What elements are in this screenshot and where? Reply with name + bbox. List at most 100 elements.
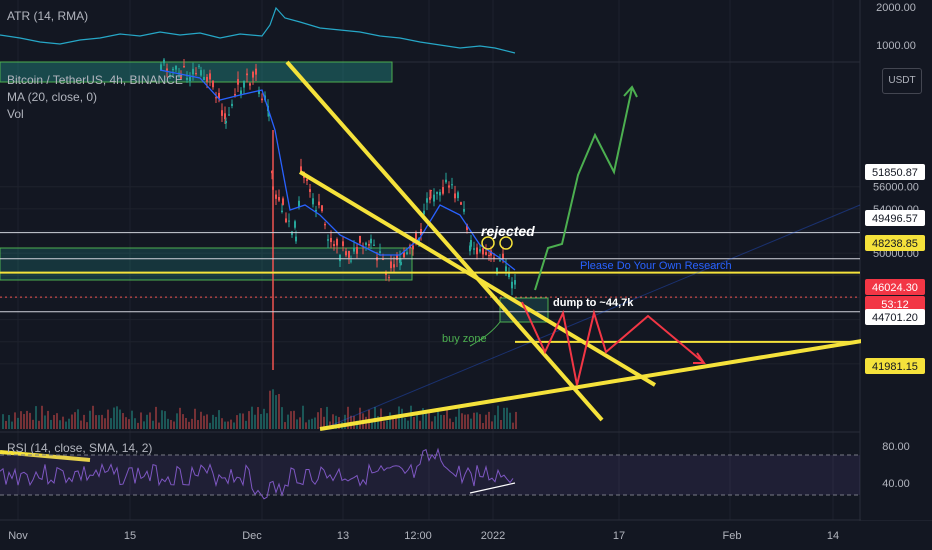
volume-bar	[383, 421, 385, 429]
volume-bar	[23, 414, 25, 429]
candle-body	[429, 197, 431, 200]
candle-body	[396, 254, 398, 261]
volume-bar	[122, 413, 124, 429]
volume-bar	[437, 409, 439, 429]
volume-bar	[98, 415, 100, 429]
symbol-legend[interactable]: Bitcoin / TetherUS, 4h, BINANCE	[7, 73, 183, 87]
volume-bar	[428, 412, 430, 429]
volume-bar	[65, 421, 67, 429]
volume-bar	[191, 418, 193, 429]
candle-body	[476, 247, 478, 255]
buy-zone-label: buy zone	[442, 333, 487, 345]
volume-bar	[512, 422, 514, 429]
rsi-line	[0, 447, 514, 500]
candle-body	[243, 80, 245, 88]
green-arrowhead	[623, 85, 638, 98]
volume-bar	[293, 410, 295, 429]
candle-body	[231, 103, 233, 106]
time-tick: 2022	[481, 530, 505, 542]
candle-body	[295, 236, 297, 242]
candle-body	[460, 202, 462, 205]
volume-bar	[257, 407, 259, 429]
candle-body	[298, 200, 300, 208]
candle-body	[406, 252, 408, 255]
volume-bar	[182, 414, 184, 429]
candle-body	[225, 121, 227, 124]
volume-bar	[179, 407, 181, 429]
price-label: 48238.85	[872, 238, 918, 250]
candle-body	[400, 262, 402, 265]
volume-bar	[176, 413, 178, 429]
candle-body	[485, 252, 487, 255]
red-arrowhead	[693, 352, 706, 364]
volume-bar	[263, 408, 265, 429]
candle-body	[370, 238, 372, 244]
candle-body	[433, 194, 435, 202]
candle-body	[423, 210, 425, 215]
candle-body	[339, 254, 341, 262]
ma-legend[interactable]: MA (20, close, 0)	[7, 90, 98, 104]
volume-bar	[329, 421, 331, 429]
volume-bar	[392, 418, 394, 429]
volume-bar	[104, 418, 106, 429]
volume-bar	[449, 418, 451, 429]
candle-body	[163, 59, 165, 64]
volume-bar	[332, 414, 334, 429]
volume-bar	[83, 414, 85, 429]
volume-bar	[347, 406, 349, 429]
volume-bar	[506, 407, 508, 429]
candle-body	[493, 257, 495, 259]
dump-target-label: dump to ~44,7k	[553, 297, 634, 309]
volume-bar	[425, 413, 427, 429]
volume-bar	[2, 414, 4, 429]
volume-bar	[8, 415, 10, 429]
volume-bar	[110, 418, 112, 429]
time-axis-bg	[0, 521, 932, 550]
candle-body	[327, 239, 329, 241]
volume-bar	[485, 414, 487, 429]
candle-body	[224, 113, 226, 120]
volume-bar	[254, 414, 256, 429]
volume-bar	[125, 417, 127, 429]
price-label: 46024.30	[872, 282, 918, 294]
atr-tick: 1000.00	[876, 40, 916, 52]
trendline	[0, 450, 91, 462]
volume-bar	[335, 415, 337, 429]
volume-bar	[200, 411, 202, 429]
candle-body	[466, 224, 468, 230]
candle-body	[306, 179, 308, 181]
volume-bar	[371, 418, 373, 429]
volume-bar	[326, 406, 328, 429]
candle-body	[473, 248, 475, 250]
volume-bar	[470, 418, 472, 429]
vol-legend[interactable]: Vol	[7, 107, 24, 121]
support-zone	[0, 247, 413, 281]
currency-button[interactable]: USDT	[882, 68, 922, 94]
volume-bar	[344, 414, 346, 429]
red-projection-arrow	[521, 301, 704, 386]
volume-bar	[209, 422, 211, 429]
candle-body	[246, 73, 248, 76]
volume-bar	[290, 411, 292, 429]
candle-body	[336, 238, 338, 246]
volume-bar	[479, 414, 481, 429]
price-label-box	[865, 210, 925, 226]
volume-bar	[215, 416, 217, 429]
volume-bar	[440, 414, 442, 429]
candle-body	[393, 264, 395, 268]
volume-bar	[233, 422, 235, 429]
volume-bar	[74, 412, 76, 429]
volume-bar	[467, 414, 469, 429]
volume-bar	[29, 412, 31, 429]
trendline	[319, 338, 869, 431]
volume-bar	[77, 409, 79, 429]
candle-body	[514, 280, 516, 285]
volume-bar	[218, 410, 220, 429]
candle-body	[482, 248, 484, 255]
disclaimer-note: Please Do Your Own Research	[580, 260, 732, 272]
candle-body	[200, 70, 202, 76]
rsi-band	[0, 455, 860, 495]
rsi-legend[interactable]: RSI (14, close, SMA, 14, 2)	[7, 441, 153, 455]
candle-body	[294, 221, 296, 228]
